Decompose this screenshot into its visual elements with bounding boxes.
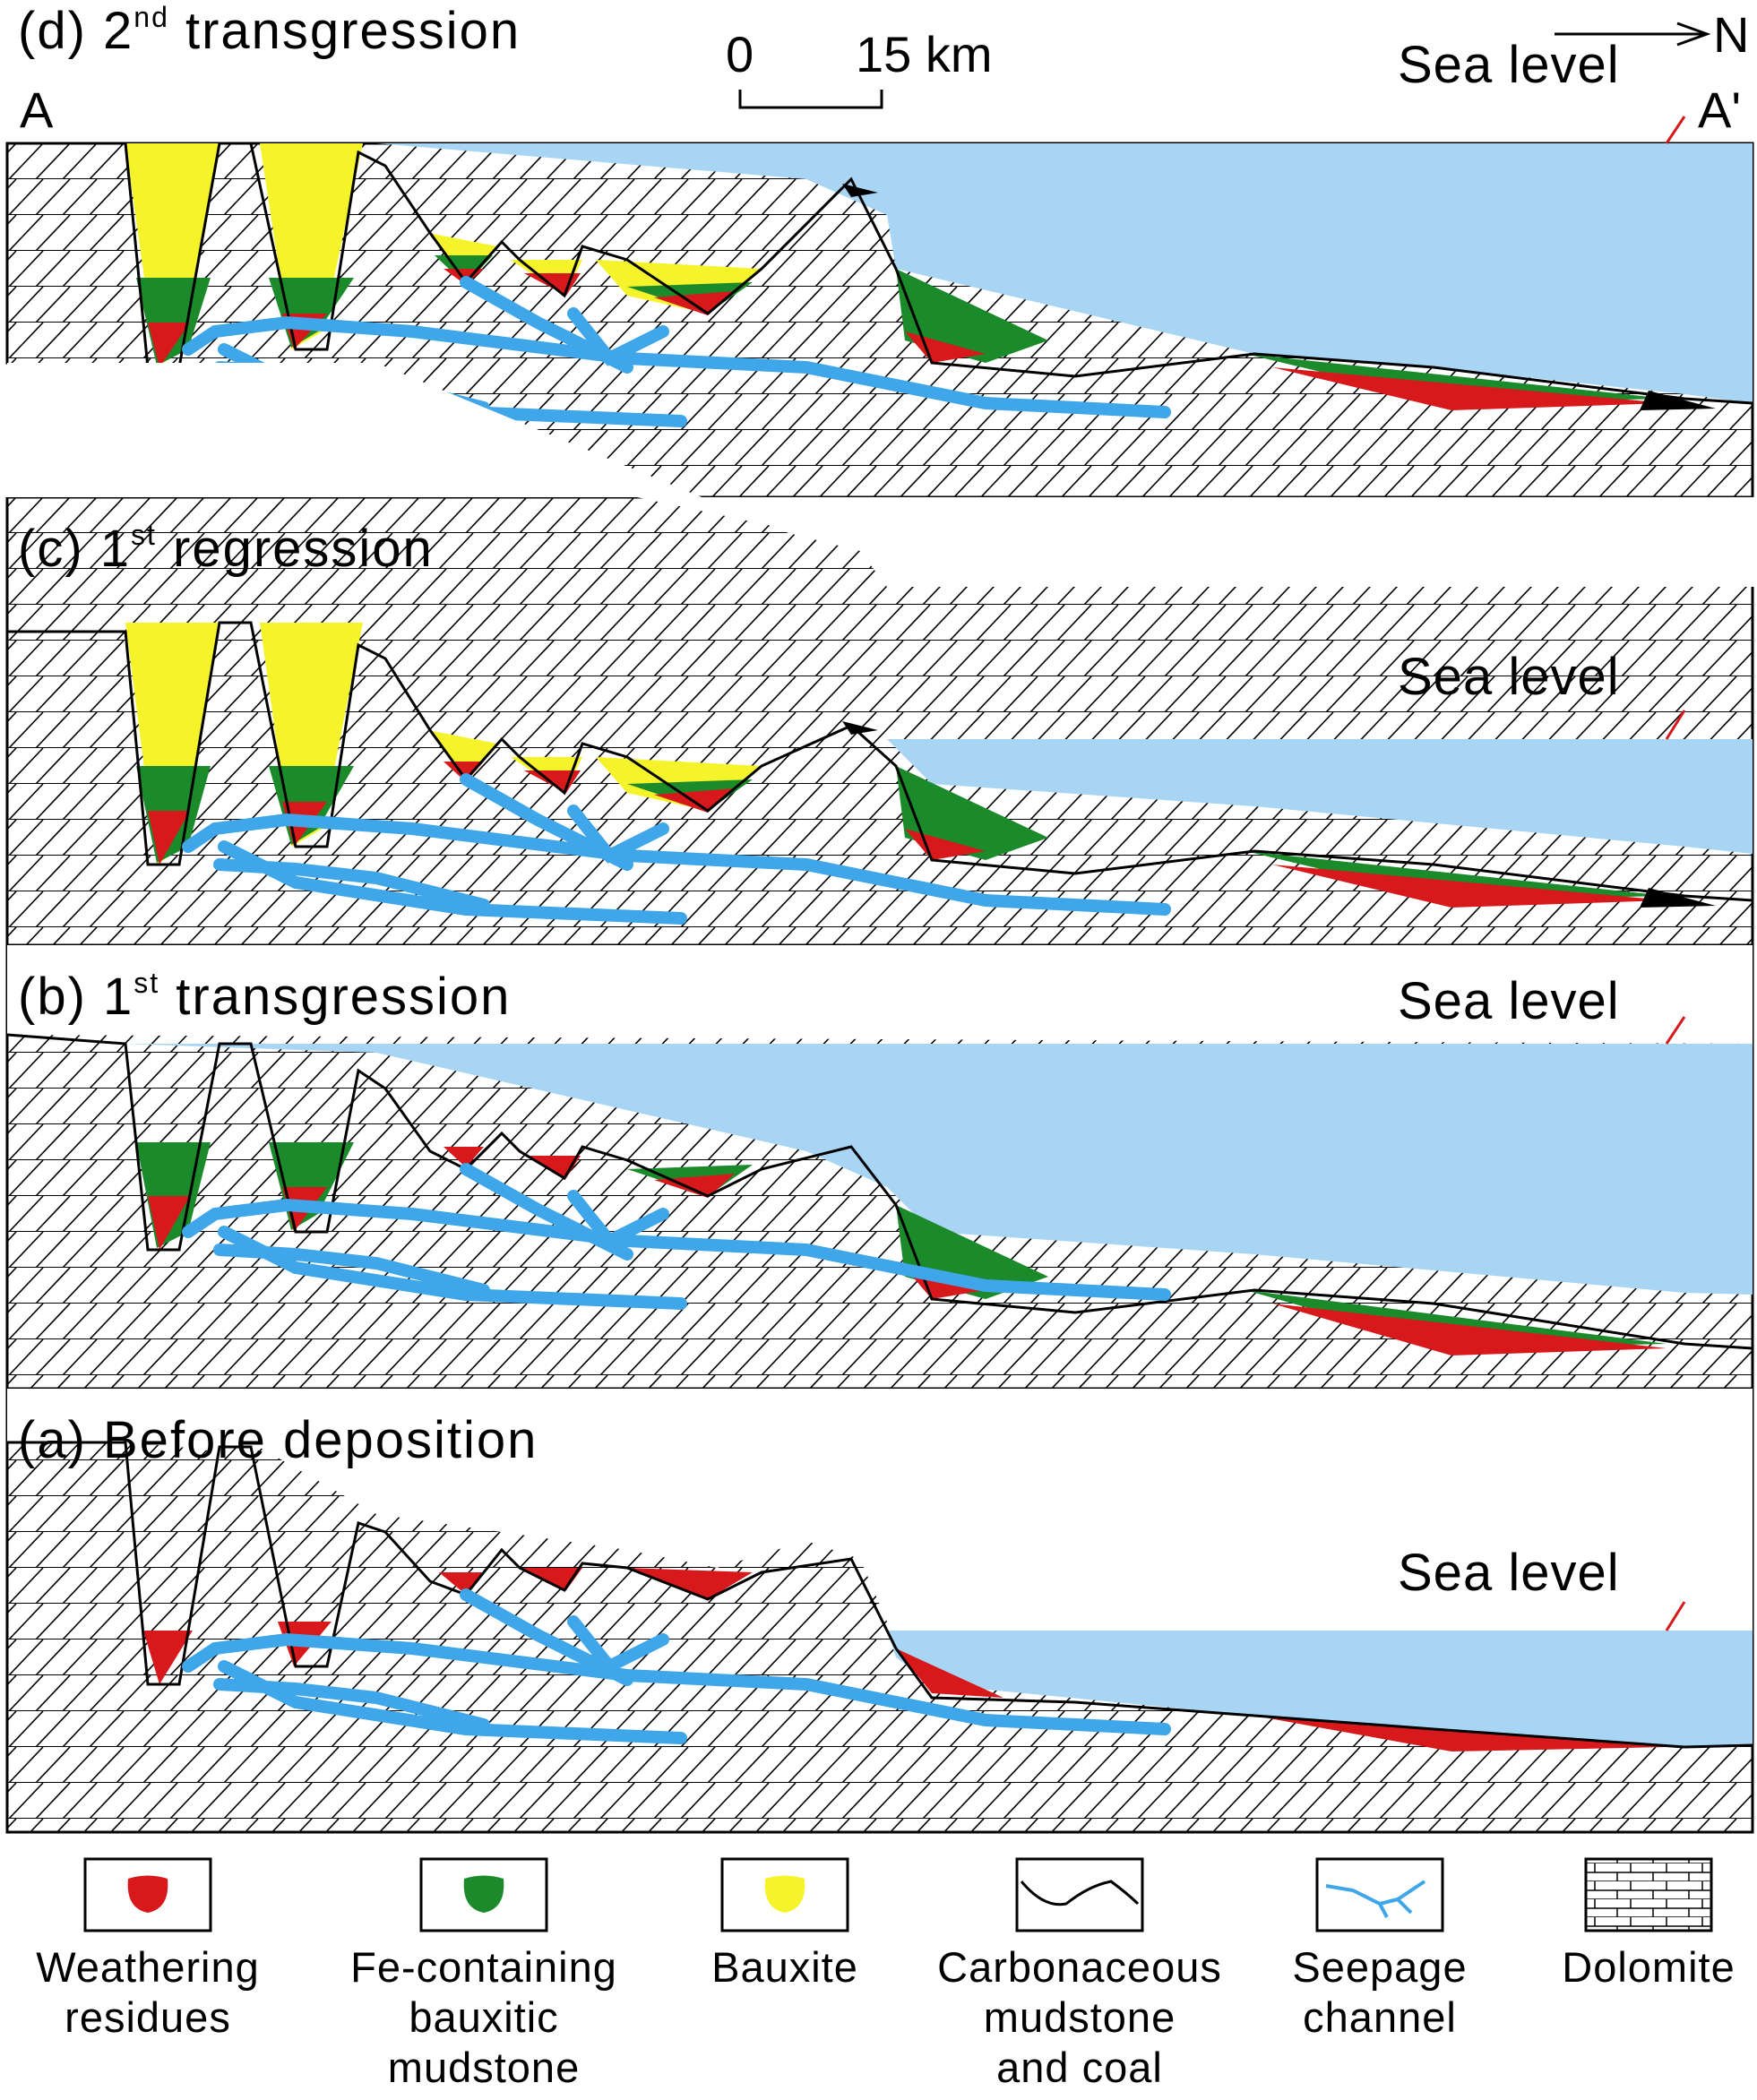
legend-label: bauxitic	[409, 1993, 558, 2041]
sea-level-marker	[1665, 710, 1686, 740]
unconformity-surface	[7, 1441, 1753, 1749]
seepage-channel-network	[182, 773, 1171, 925]
legend-item-fe-mudstone: Fe-containing bauxitic mudstone	[350, 1857, 617, 2091]
legend-label: residues	[65, 1993, 231, 2041]
seepage-channel-network	[182, 1588, 1171, 1744]
seepage-channel-network	[182, 1163, 1171, 1310]
legend-item-dolomite: Dolomite	[1562, 1857, 1735, 1991]
legend-label: Fe-containing	[350, 1943, 617, 1991]
section-end-a-prime: A'	[1698, 82, 1741, 138]
legend-item-weathering: Weathering residues	[36, 1857, 260, 2041]
sea-water	[125, 143, 1753, 403]
panel-title: (d) 2nd transgression	[18, 1, 521, 60]
panel-title: (a) Before deposition	[18, 1411, 538, 1469]
legend-label: and coal	[996, 2044, 1163, 2091]
panel-title: (c) 1st regression	[18, 519, 434, 578]
sea-level-marker	[1665, 1016, 1686, 1045]
coal-swatch-icon	[1020, 1880, 1140, 1906]
legend-label: mudstone	[984, 1993, 1176, 2041]
legend-label: mudstone	[388, 2044, 580, 2091]
sea-level-label: Sea level	[1398, 648, 1620, 706]
coal-lens	[842, 184, 878, 197]
unconformity-surface	[7, 142, 1753, 405]
scale-bar: 0 15 km	[726, 26, 993, 109]
sea-level-marker	[1665, 116, 1686, 144]
scale-zero-label: 0	[726, 26, 754, 82]
figure-header: A A' N 0 15 km	[20, 6, 1749, 138]
panel-a: (a) Before deposition Sea level	[5, 1387, 1754, 1834]
legend-label: Carbonaceous	[937, 1943, 1222, 1991]
sea-level-label: Sea level	[1398, 972, 1620, 1030]
north-arrow-icon	[1555, 22, 1711, 47]
legend: Weathering residues Fe-containing bauxit…	[36, 1857, 1735, 2091]
legend-label: Dolomite	[1562, 1943, 1735, 1991]
fe-mudstone-swatch-icon	[463, 1875, 504, 1913]
panel-title: (b) 1st transgression	[18, 967, 511, 1026]
sea-level-label: Sea level	[1398, 36, 1620, 94]
unconformity-surface	[7, 621, 1753, 902]
legend-label: Bauxite	[711, 1943, 858, 1991]
scale-value-label: 15 km	[856, 26, 993, 82]
bauxite-swatch-icon	[764, 1875, 805, 1913]
karst-fills	[125, 143, 1716, 410]
legend-label: Seepage	[1292, 1943, 1467, 1991]
sea-water	[125, 1044, 1753, 1295]
karst-fills	[125, 623, 1716, 908]
legend-label: Weathering	[36, 1943, 260, 1991]
legend-item-seepage: Seepage channel	[1292, 1857, 1467, 2041]
legend-item-bauxite: Bauxite	[711, 1857, 858, 1991]
section-end-a: A	[20, 82, 54, 138]
north-label: N	[1713, 6, 1749, 63]
unconformity-surface	[6, 1033, 1753, 1350]
panel-c: (c) 1st regression Sea level	[0, 363, 1757, 947]
sea-water	[887, 1631, 1753, 1747]
weathering-swatch-icon	[127, 1875, 168, 1913]
legend-item-coal: Carbonaceous mudstone and coal	[937, 1857, 1222, 2091]
panel-b: (b) 1st transgression Sea level	[5, 943, 1754, 1390]
sea-level-marker	[1665, 1601, 1686, 1631]
sea-water	[887, 739, 1753, 854]
seepage-swatch-icon	[1325, 1880, 1426, 1918]
sea-level-label: Sea level	[1398, 1544, 1620, 1602]
dolomite-swatch-icon	[1584, 1857, 1713, 1932]
karst-fills	[143, 1568, 1667, 1751]
legend-label: channel	[1303, 1993, 1457, 2041]
